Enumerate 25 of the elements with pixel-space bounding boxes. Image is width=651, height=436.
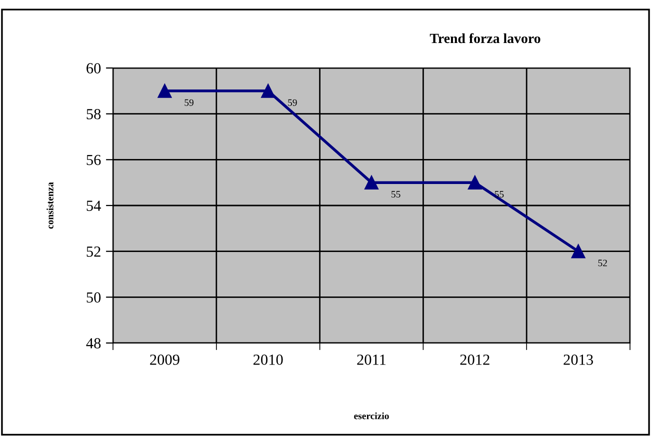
x-axis-title: esercizio <box>354 412 389 420</box>
y-tick-label: 58 <box>86 108 101 120</box>
chart-title: Trend forza lavoro <box>430 33 540 44</box>
data-label: 55 <box>392 191 400 198</box>
x-tick-label: 2012 <box>460 354 490 365</box>
y-axis-title: consistenza <box>46 182 54 229</box>
data-label: 55 <box>494 191 504 198</box>
x-tick-label: 2009 <box>150 354 180 365</box>
point <box>261 84 276 98</box>
point <box>158 84 172 98</box>
point <box>468 176 482 190</box>
y-tick-label: 48 <box>86 338 101 348</box>
point <box>571 244 586 258</box>
data-label: 52 <box>598 260 607 266</box>
x-tick-label: 2011 <box>357 354 386 365</box>
point <box>364 176 378 190</box>
y-tick-label: 50 <box>86 292 101 303</box>
y-tick-label: 54 <box>86 200 101 211</box>
y-tick-label: 60 <box>86 63 101 74</box>
data-label: 59 <box>288 99 297 106</box>
data-label: 59 <box>184 99 194 106</box>
x-tick-label: 2010 <box>253 354 283 365</box>
y-tick-label: 56 <box>86 154 101 166</box>
y-tick-label: 52 <box>86 246 100 257</box>
x-tick-label: 2013 <box>564 354 593 365</box>
